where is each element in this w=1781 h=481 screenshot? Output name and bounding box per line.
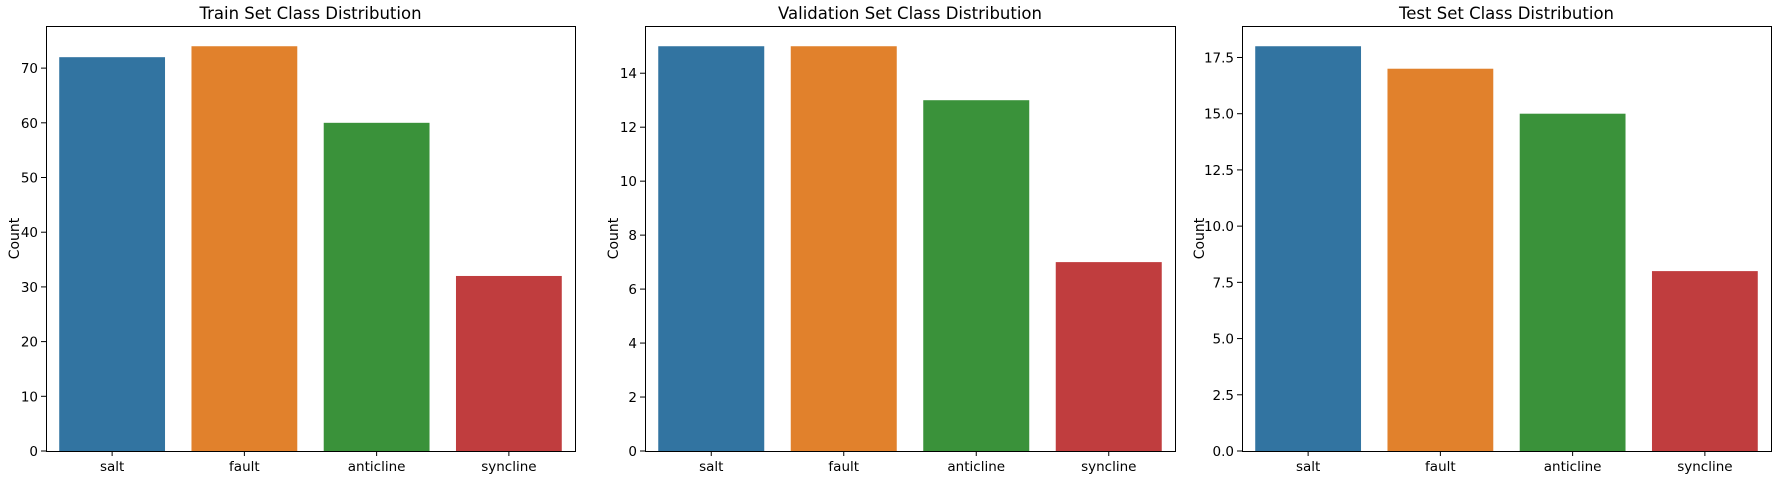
y-tick-label: 20 [21, 335, 38, 351]
bars-group [59, 46, 562, 452]
y-tick-label: 6 [628, 282, 637, 298]
train-chart-panel: Train Set Class Distribution Count 0 10 20… [7, 4, 576, 475]
x-ticks-group: salt fault anticline syncline [1296, 451, 1733, 475]
y-tick-label: 0 [628, 444, 637, 460]
chart-title: Validation Set Class Distribution [778, 4, 1042, 23]
bar-salt [1255, 46, 1362, 451]
y-axis-label: Count [1192, 217, 1208, 259]
x-tick-label: fault [828, 459, 859, 475]
bar-syncline [455, 275, 562, 451]
y-tick-label: 10 [21, 389, 38, 405]
x-tick-label: anticline [348, 459, 406, 475]
x-ticks-group: salt fault anticline syncline [100, 451, 537, 475]
y-tick-label: 5.0 [1213, 332, 1234, 348]
plot-frame [645, 26, 1176, 452]
y-tick-label: 12.5 [1204, 163, 1234, 179]
y-tick-label: 0 [29, 444, 38, 460]
y-tick-label: 10 [620, 174, 637, 190]
x-tick-label: fault [229, 459, 260, 475]
y-tick-label: 15.0 [1204, 107, 1234, 123]
bar-anticline [323, 122, 430, 452]
test-chart-panel: Test Set Class Distribution Count 0.0 2.5… [1192, 4, 1772, 475]
x-ticks-group: salt fault anticline syncline [699, 451, 1136, 475]
y-ticks-group: 0 10 20 30 40 50 60 70 [21, 61, 46, 460]
y-tick-label: 70 [21, 61, 38, 77]
y-tick-label: 30 [21, 280, 38, 296]
y-tick-label: 10.0 [1204, 219, 1234, 235]
bar-syncline [1651, 271, 1758, 451]
bar-fault [1387, 68, 1494, 452]
y-tick-label: 60 [21, 116, 38, 132]
plot-frame [46, 26, 576, 452]
x-tick-label: syncline [1081, 459, 1136, 475]
x-tick-label: anticline [947, 459, 1005, 475]
x-tick-label: salt [100, 459, 124, 475]
bar-salt [658, 46, 765, 451]
y-tick-label: 2.5 [1213, 388, 1234, 404]
y-tick-label: 14 [620, 66, 637, 82]
bars-group [1255, 46, 1758, 452]
y-tick-label: 0.0 [1213, 444, 1234, 460]
validation-chart-panel: Validation Set Class Distribution Count … [606, 4, 1176, 475]
y-ticks-group: 0 2 4 6 8 10 12 14 [620, 66, 645, 460]
y-tick-label: 50 [21, 171, 38, 187]
bar-salt [59, 57, 166, 451]
chart-title: Test Set Class Distribution [1398, 4, 1614, 23]
bar-fault [790, 46, 897, 451]
bar-fault [191, 46, 298, 451]
y-ticks-group: 0.0 2.5 5.0 7.5 10.0 12.5 15.0 17.5 [1204, 50, 1242, 460]
y-tick-label: 8 [628, 228, 637, 244]
x-tick-label: salt [699, 459, 723, 475]
x-tick-label: fault [1425, 459, 1456, 475]
bar-syncline [1055, 262, 1162, 451]
x-tick-label: anticline [1544, 459, 1602, 475]
x-tick-label: salt [1296, 459, 1320, 475]
y-tick-label: 40 [21, 225, 38, 241]
y-tick-label: 4 [628, 336, 637, 352]
y-axis-label: Count [7, 217, 23, 259]
y-tick-label: 2 [628, 390, 637, 406]
chart-title: Train Set Class Distribution [198, 4, 421, 23]
bar-anticline [923, 100, 1030, 451]
bar-anticline [1519, 113, 1626, 451]
bars-group [658, 46, 1162, 451]
y-axis-label: Count [606, 217, 622, 259]
x-tick-label: syncline [481, 459, 536, 475]
x-tick-label: syncline [1677, 459, 1732, 475]
y-tick-label: 17.5 [1204, 50, 1234, 66]
y-tick-label: 7.5 [1213, 275, 1234, 291]
y-tick-label: 12 [620, 120, 637, 136]
plot-frame [1242, 26, 1772, 452]
